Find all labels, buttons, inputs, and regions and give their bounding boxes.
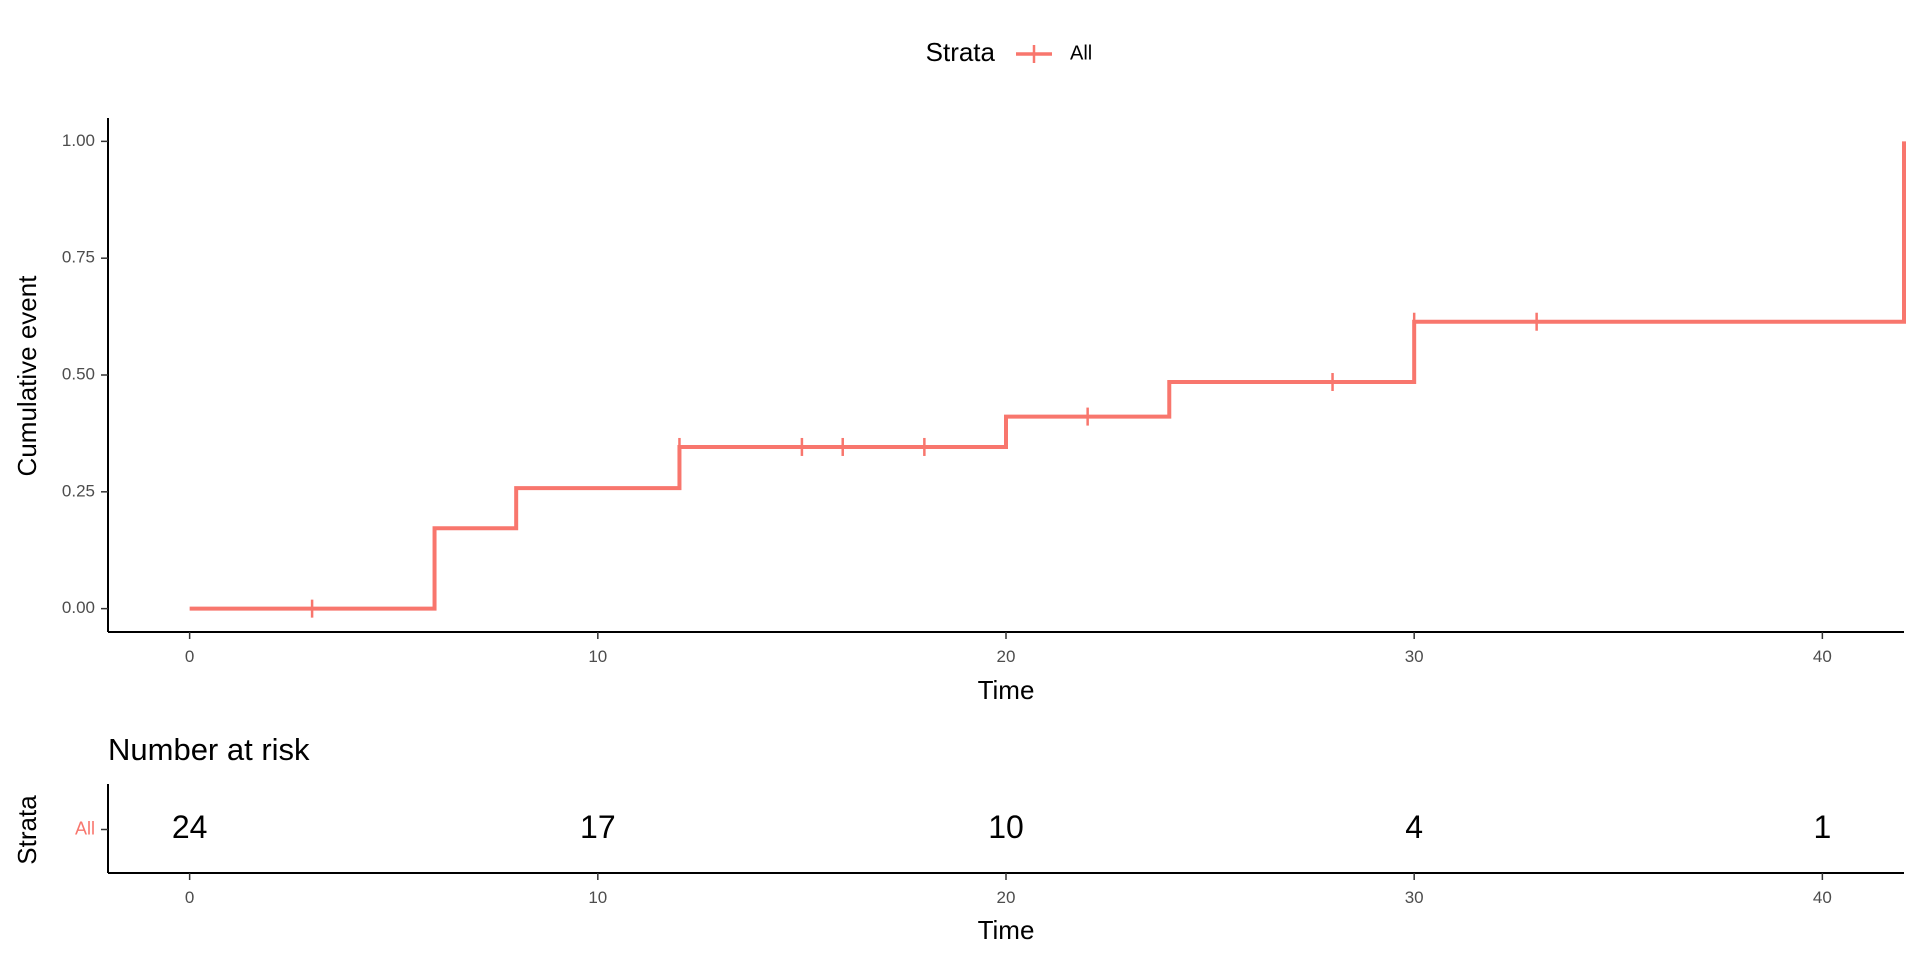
y-tick-label: 0.50 <box>62 364 95 383</box>
risk-x-tick-label: 40 <box>1813 888 1832 907</box>
number-at-risk-table: Number at risk 0 10 20 30 40 All 24 17 10 4 1 Tim… <box>12 732 1904 945</box>
risk-count: 1 <box>1813 809 1831 845</box>
risk-count: 4 <box>1405 809 1423 845</box>
x-tick-label: 0 <box>185 647 194 666</box>
main-y-ticks: 0.00 0.25 0.50 0.75 1.00 <box>62 131 108 617</box>
risk-count: 17 <box>580 809 616 845</box>
x-tick-label: 10 <box>588 647 607 666</box>
x-tick-label: 40 <box>1813 647 1832 666</box>
y-tick-label: 0.25 <box>62 481 95 500</box>
legend-label-all: All <box>1070 42 1092 64</box>
y-tick-label: 1.00 <box>62 131 95 150</box>
cumulative-event-plot: 0.00 0.25 0.50 0.75 1.00 0 10 20 30 40 Time Cumu… <box>12 118 1906 705</box>
x-tick-label: 20 <box>997 647 1016 666</box>
x-axis-title: Time <box>978 675 1035 705</box>
main-x-ticks: 0 10 20 30 40 <box>185 632 1832 666</box>
risk-x-tick-label: 10 <box>588 888 607 907</box>
step-line-all <box>189 141 1906 611</box>
risk-x-tick-label: 0 <box>185 888 194 907</box>
series-all <box>189 141 1906 618</box>
risk-table-rows: All 24 17 10 4 1 <box>75 809 1831 845</box>
risk-x-tick-label: 20 <box>997 888 1016 907</box>
risk-table-title: Number at risk <box>108 732 310 767</box>
main-axes <box>107 118 1904 633</box>
risk-count: 10 <box>988 809 1024 845</box>
risk-x-tick-label: 30 <box>1405 888 1424 907</box>
risk-table-x-ticks: 0 10 20 30 40 <box>185 873 1832 907</box>
risk-count: 24 <box>172 809 208 845</box>
legend: Strata All <box>926 37 1093 67</box>
y-axis-title: Cumulative event <box>12 275 42 477</box>
y-tick-label: 0.00 <box>62 598 95 617</box>
risk-table-x-axis-title: Time <box>978 915 1035 945</box>
risk-table-y-axis-title: Strata <box>12 795 42 865</box>
x-tick-label: 30 <box>1405 647 1424 666</box>
y-tick-label: 0.75 <box>62 248 95 267</box>
risk-strata-label: All <box>75 818 95 838</box>
legend-title: Strata <box>926 37 996 67</box>
